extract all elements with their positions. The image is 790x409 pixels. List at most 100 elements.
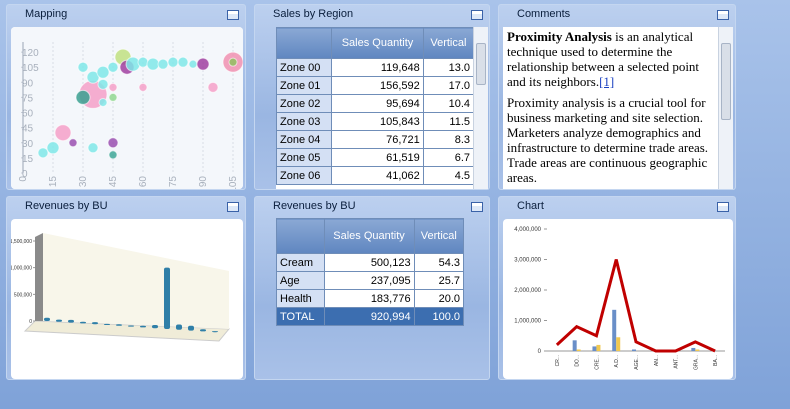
- cell: Age: [276, 271, 325, 290]
- panel-title: Revenues by BU: [25, 200, 108, 212]
- x-tick-label: AN...: [654, 355, 660, 366]
- scroll-thumb[interactable]: [721, 43, 731, 120]
- bar: [104, 323, 110, 325]
- x-tick-label: 0: [18, 176, 29, 182]
- cell: Zone 00: [276, 58, 333, 77]
- bar: [612, 309, 617, 351]
- bubble: [77, 61, 89, 73]
- bar: [176, 324, 182, 330]
- x-tick-label: CR...: [555, 355, 561, 366]
- bubble: [188, 59, 198, 69]
- x-tick-label: 30: [78, 176, 89, 188]
- row: Zone 01 156,592 17.0: [276, 76, 475, 95]
- y-tick-label: 1,000,000: [514, 319, 541, 325]
- bubble: [137, 56, 149, 68]
- bubble-chart: 0 15 30 45 60 75 90 105 0 15 30 45 60 75 90 105 120: [11, 27, 243, 189]
- maximize-button[interactable]: [227, 202, 239, 212]
- cell: 10.4: [422, 94, 475, 113]
- scrollbar[interactable]: [718, 27, 733, 189]
- y-tick-label: 120: [22, 48, 39, 59]
- y-tick-label: 0: [22, 169, 28, 180]
- panel: Chart 0 1,000,000 2,000,000 3,000,000 4,000,…: [498, 196, 736, 380]
- cell: 8.3: [422, 130, 475, 149]
- row: Zone 02 95,694 10.4: [276, 94, 475, 113]
- header-row: Sales Quantity Vertical: [276, 218, 465, 254]
- maximize-button[interactable]: [227, 10, 239, 20]
- bar: [92, 322, 98, 325]
- bar: [576, 349, 581, 351]
- scrollbar[interactable]: [473, 27, 488, 189]
- bubble: [87, 142, 99, 154]
- bar: [632, 349, 636, 351]
- bar: [116, 324, 122, 326]
- header-cell: [276, 27, 333, 59]
- cell: 41,062: [331, 166, 424, 185]
- bar: [140, 325, 146, 328]
- x-tick-label: A.D...: [614, 355, 620, 368]
- y-tick-label: 0: [538, 349, 542, 355]
- y-tick-label: 3,000,000: [514, 258, 541, 264]
- bubble: [75, 89, 91, 105]
- bubble: [68, 138, 78, 148]
- x-tick-label: 15: [48, 176, 59, 188]
- y-tick-label: 30: [22, 139, 34, 150]
- header-cell: Sales Quantity: [331, 27, 424, 59]
- bubble: [107, 137, 119, 149]
- bubble: [107, 61, 119, 73]
- bar: [80, 321, 86, 324]
- wall: [43, 233, 229, 329]
- header-row: Sales Quantity Vertical: [276, 27, 475, 59]
- panel: Revenues by BU Sales Quantity Vertical Cre…: [254, 196, 490, 380]
- cell: 25.7: [413, 271, 465, 290]
- maximize-button[interactable]: [471, 10, 483, 20]
- total-row: TOTAL 920,994 100.0: [276, 307, 465, 326]
- x-tick-label: GRA...: [693, 355, 699, 370]
- x-tick-label: 75: [168, 176, 179, 188]
- chart-body: 0 15 30 45 60 75 90 105 0 15 30 45 60 75 90 105 120: [11, 27, 243, 189]
- cell: 183,776: [323, 289, 415, 308]
- text: Proximity analysis is a crucial tool for…: [507, 95, 709, 185]
- y-tick-label: 105: [22, 63, 39, 74]
- table-body: Sales Quantity Vertical Cream 500,123 54.3 Ag…: [276, 218, 465, 326]
- cell: 156,592: [331, 76, 424, 95]
- cell: 61,519: [331, 148, 424, 167]
- y-tick-label: 4,000,000: [514, 227, 541, 233]
- y-tick-label: 1,000,000: [11, 266, 32, 272]
- cell: 6.7: [422, 148, 475, 167]
- bubble: [167, 56, 179, 68]
- bar: [695, 349, 700, 351]
- combo-chart: 0 1,000,000 2,000,000 3,000,000 4,000,000 CR.…: [514, 227, 725, 370]
- bar: [44, 317, 50, 321]
- cell: 920,994: [323, 307, 415, 326]
- y-tick-label: 60: [22, 109, 34, 120]
- citation-link[interactable]: [1]: [599, 74, 615, 89]
- cell: 237,095: [323, 271, 415, 290]
- bar: [164, 267, 170, 329]
- bar3d-chart: 0 500,000 1,000,000 1,500,000: [11, 233, 231, 342]
- cell: Zone 04: [276, 130, 333, 149]
- row: Zone 00 119,648 13.0: [276, 58, 475, 77]
- bold-text: Proximity Analysis: [507, 29, 612, 44]
- bubble: [157, 58, 169, 70]
- cell: 17.0: [422, 76, 475, 95]
- chart-body: 0 1,000,000 2,000,000 3,000,000 4,000,000 CR.…: [503, 219, 733, 379]
- row: Age 237,095 25.7: [276, 271, 465, 290]
- maximize-button[interactable]: [471, 202, 483, 212]
- row: Cream 500,123 54.3: [276, 253, 465, 272]
- x-tick-label: ANT...: [674, 355, 680, 369]
- table-body: Sales Quantity Vertical Zone 00 119,648 13.0…: [276, 27, 488, 189]
- bar: [152, 325, 158, 329]
- cell: 4.5: [422, 166, 475, 185]
- x-tick-label: 60: [138, 176, 149, 188]
- back-wall: [35, 233, 43, 321]
- bubble: [196, 57, 210, 71]
- scroll-thumb[interactable]: [476, 43, 486, 85]
- y-tick-label: 0: [29, 319, 32, 325]
- cell: Zone 01: [276, 76, 333, 95]
- panel-title: Mapping: [25, 8, 68, 20]
- cell: 54.3: [413, 253, 465, 272]
- maximize-button[interactable]: [717, 10, 729, 20]
- bar: [691, 347, 696, 351]
- maximize-button[interactable]: [717, 202, 729, 212]
- x-tick-label: DO...: [575, 355, 581, 367]
